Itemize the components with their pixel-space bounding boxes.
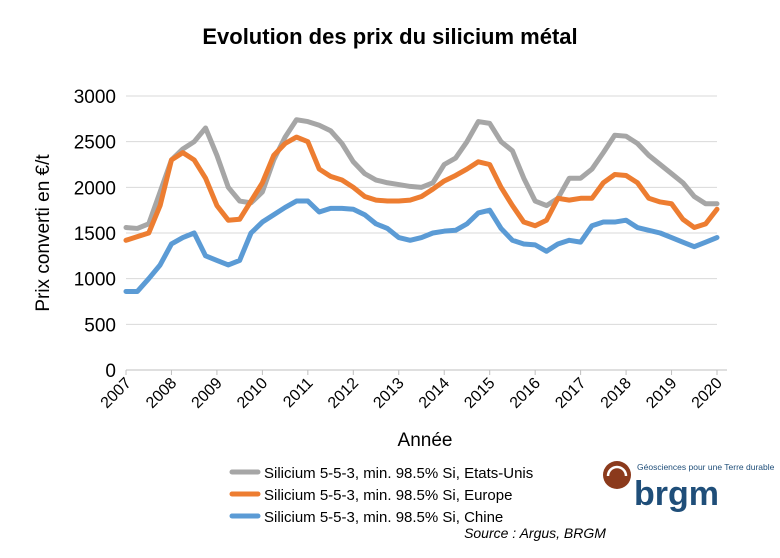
- x-tick-label: 2010: [234, 375, 271, 412]
- y-tick-label: 500: [84, 315, 116, 336]
- x-tick-label: 2007: [98, 375, 135, 412]
- x-tick-label: 2014: [416, 375, 453, 412]
- x-tick-label: 2015: [461, 375, 498, 412]
- y-tick-label: 2000: [74, 178, 116, 199]
- logo-tagline: Géosciences pour une Terre durable: [637, 462, 775, 472]
- y-tick-label: 3000: [74, 87, 116, 108]
- legend-label: Silicium 5-5-3, min. 98.5% Si, Etats-Uni…: [264, 465, 533, 482]
- x-tick-label: 2016: [507, 375, 544, 412]
- x-tick-label: 2009: [189, 375, 226, 412]
- y-axis-label: Prix converti en €/t: [33, 154, 54, 312]
- logo-icon: [603, 461, 631, 489]
- chart-title: Evolution des prix du silicium métal: [202, 24, 577, 49]
- x-tick-label: 2020: [689, 375, 726, 412]
- series-line: [123, 134, 720, 243]
- series-line: [123, 117, 720, 231]
- x-axis-label: Année: [398, 430, 453, 451]
- x-tick-label: 2011: [280, 375, 316, 411]
- x-tick-label: 2013: [370, 375, 407, 412]
- logo-name: brgm: [634, 475, 719, 513]
- series-line: [123, 198, 720, 294]
- x-tick-label: 2008: [143, 375, 180, 412]
- x-tick-label: 2019: [643, 375, 680, 412]
- y-tick-label: 1500: [74, 224, 116, 245]
- source: Source : Argus, BRGM: [464, 525, 606, 541]
- x-tick-label: 2012: [325, 375, 362, 412]
- legend-label: Silicium 5-5-3, min. 98.5% Si, Europe: [264, 487, 512, 504]
- x-tick-label: 2018: [598, 375, 635, 412]
- y-tick-label: 1000: [74, 270, 116, 291]
- y-tick-label: 0: [105, 361, 116, 382]
- y-tick-label: 2500: [74, 133, 116, 154]
- x-tick-label: 2017: [552, 375, 589, 412]
- logo: Géosciences pour une Terre durable brgm: [603, 461, 775, 513]
- logo-arc: [606, 465, 628, 477]
- legend-label: Silicium 5-5-3, min. 98.5% Si, Chine: [264, 509, 503, 526]
